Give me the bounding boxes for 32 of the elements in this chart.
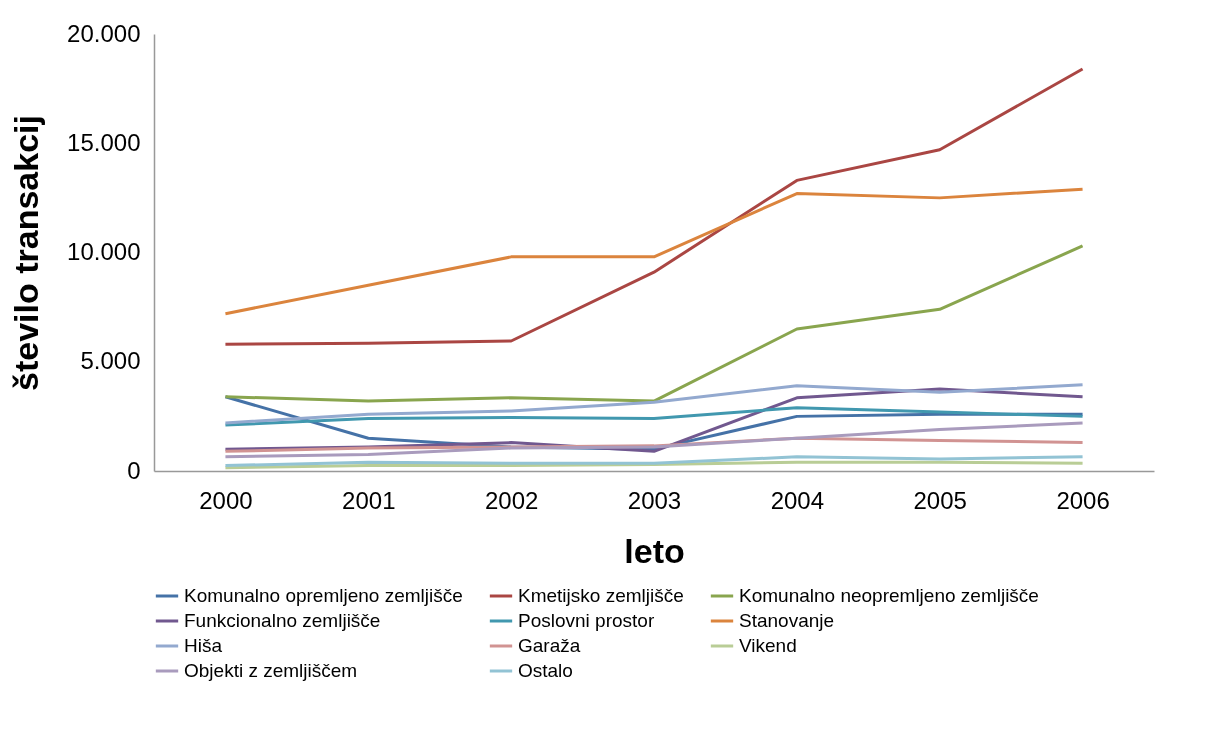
y-tick-label: 15.000: [67, 128, 141, 156]
x-axis-title: leto: [624, 531, 685, 570]
y-tick-label: 5.000: [80, 347, 141, 375]
legend-label: Vikend: [739, 635, 797, 656]
y-tick-label: 0: [127, 456, 141, 484]
legend-label: Funkcionalno zemljišče: [184, 610, 381, 631]
line-series: [223, 244, 1085, 403]
legend-label: Hiša: [184, 635, 223, 656]
line-series: [223, 383, 1085, 425]
x-tick-label: 2000: [199, 486, 253, 514]
x-tick-label: 2001: [342, 486, 396, 514]
legend-label: Kmetijsko zemljišče: [518, 585, 684, 606]
line-series: [223, 187, 1085, 316]
x-tick-label: 2002: [484, 486, 539, 514]
y-axis-title: število transakcij: [7, 115, 46, 391]
legend-label: Garaža: [518, 635, 581, 656]
x-tick-label: 2005: [913, 486, 967, 514]
y-tick-label: 20.000: [67, 19, 141, 47]
legend-label: Stanovanje: [739, 610, 835, 631]
x-tick-label: 2004: [770, 486, 825, 514]
line-series: [223, 406, 1085, 427]
legend-label: Poslovni prostor: [518, 610, 655, 631]
line-series: [223, 67, 1085, 346]
legend-label: Komunalno neopremljeno zemljišče: [739, 585, 1039, 606]
y-tick-label: 10.000: [67, 238, 141, 265]
line-series: [223, 421, 1085, 459]
legend-label: Ostalo: [518, 660, 573, 681]
line-series: [223, 455, 1085, 468]
legend-label: Komunalno opremljeno zemljišče: [184, 585, 463, 606]
x-tick-label: 2003: [627, 486, 682, 514]
legend-label: Objekti z zemljiščem: [184, 660, 358, 681]
x-tick-label: 2006: [1056, 486, 1110, 514]
